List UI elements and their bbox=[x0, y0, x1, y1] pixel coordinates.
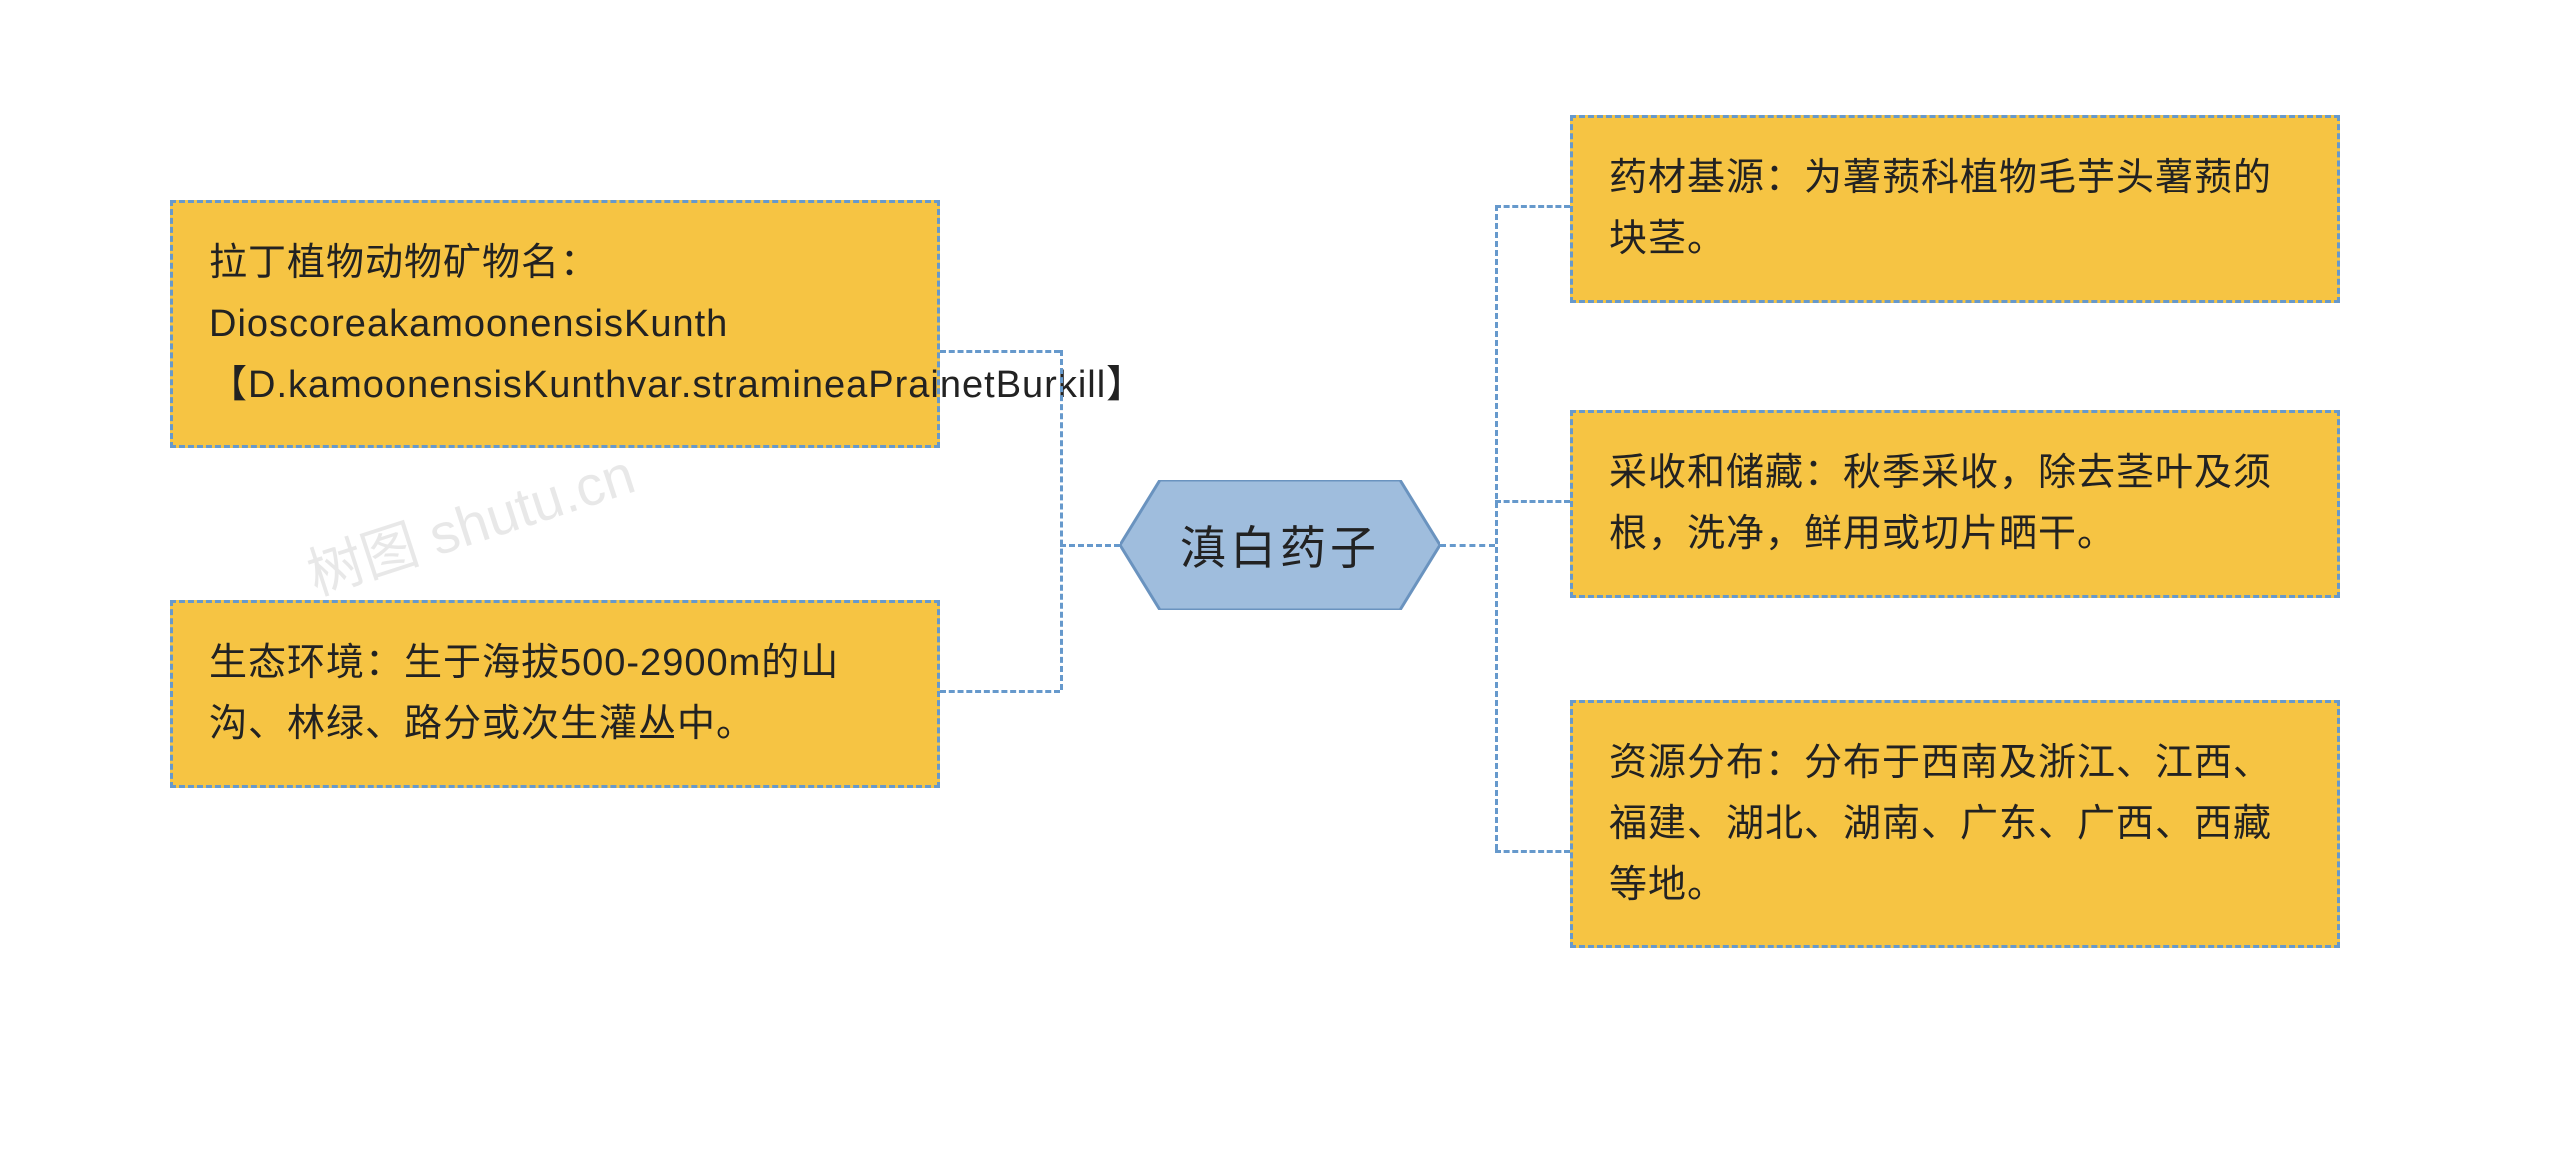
center-node: 滇白药子 bbox=[1120, 480, 1440, 610]
connector bbox=[1495, 850, 1570, 853]
connector bbox=[1495, 205, 1498, 850]
node-harvest: 采收和储藏：秋季采收，除去茎叶及须根，洗净，鲜用或切片晒干。 bbox=[1570, 410, 2340, 598]
connector bbox=[1440, 544, 1495, 547]
connector bbox=[940, 690, 1060, 693]
node-source: 药材基源：为薯蓣科植物毛芋头薯蓣的块茎。 bbox=[1570, 115, 2340, 303]
mindmap-canvas: 树图 shutu.cn 树图 shutu.cn 拉丁植物动物矿物名：Diosco… bbox=[0, 0, 2560, 1159]
node-habitat: 生态环境：生于海拔500-2900m的山沟、林绿、路分或次生灌丛中。 bbox=[170, 600, 940, 788]
center-label: 滇白药子 bbox=[1180, 512, 1380, 578]
connector bbox=[940, 350, 1060, 353]
connector bbox=[1495, 500, 1570, 503]
node-distribution: 资源分布：分布于西南及浙江、江西、福建、湖北、湖南、广东、广西、西藏等地。 bbox=[1570, 700, 2340, 948]
connector bbox=[1060, 544, 1120, 547]
watermark: 树图 shutu.cn bbox=[296, 430, 644, 612]
connector bbox=[1495, 205, 1570, 208]
connector bbox=[1060, 350, 1063, 690]
node-latin-name: 拉丁植物动物矿物名：DioscoreakamoonensisKunth【D.ka… bbox=[170, 200, 940, 448]
